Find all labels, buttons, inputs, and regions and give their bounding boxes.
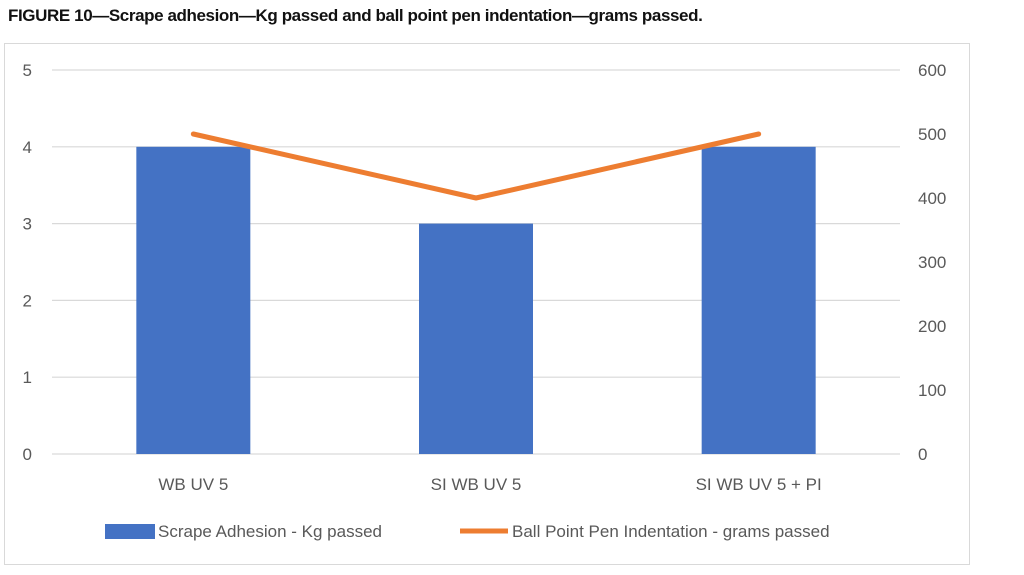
- line-series-path: [190, 131, 762, 201]
- right-axis-ticks: 0 100 200 300 400 500 600: [918, 61, 946, 464]
- bar: [701, 146, 816, 455]
- left-tick-label: 0: [23, 445, 32, 464]
- left-tick-label: 2: [23, 291, 32, 310]
- legend-bar-label: Scrape Adhesion - Kg passed: [158, 522, 382, 541]
- right-tick-label: 500: [918, 125, 946, 144]
- right-tick-label: 600: [918, 61, 946, 80]
- right-tick-label: 200: [918, 317, 946, 336]
- category-label: SI WB UV 5: [431, 475, 522, 494]
- bar: [419, 223, 533, 454]
- left-tick-label: 3: [23, 215, 32, 234]
- legend-bar-swatch: [105, 524, 155, 539]
- category-label: SI WB UV 5 + PI: [696, 475, 822, 494]
- left-tick-label: 5: [23, 61, 32, 80]
- line-series: [190, 131, 762, 201]
- left-tick-label: 4: [23, 138, 32, 157]
- bar: [136, 146, 251, 455]
- category-label: WB UV 5: [158, 475, 228, 494]
- left-tick-label: 1: [23, 368, 32, 387]
- right-tick-label: 400: [918, 189, 946, 208]
- right-tick-label: 0: [918, 445, 927, 464]
- right-tick-label: 300: [918, 253, 946, 272]
- category-labels: WB UV 5 SI WB UV 5 SI WB UV 5 + PI: [158, 475, 821, 494]
- right-tick-label: 100: [918, 381, 946, 400]
- figure-title: FIGURE 10—Scrape adhesion—Kg passed and …: [8, 6, 703, 25]
- bar-series: [136, 146, 816, 455]
- left-axis-ticks: 0 1 2 3 4 5: [23, 61, 32, 464]
- legend-line-label: Ball Point Pen Indentation - grams passe…: [512, 522, 830, 541]
- legend: Scrape Adhesion - Kg passed Ball Point P…: [105, 522, 830, 541]
